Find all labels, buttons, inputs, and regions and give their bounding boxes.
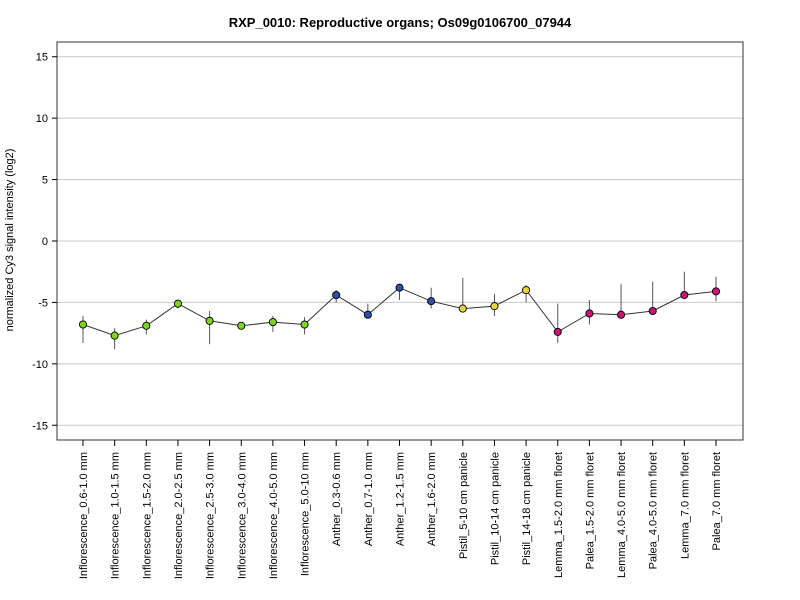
y-tick-label: 5 (42, 175, 48, 187)
x-tick-label: Palea_7.0 mm floret (711, 452, 723, 550)
data-point (648, 306, 657, 316)
y-tick-label: 15 (36, 52, 48, 64)
data-point (110, 331, 119, 340)
y-tick-label: -10 (32, 359, 48, 371)
data-point (268, 318, 277, 327)
x-tick-label: Inflorescence_2.5-3.0 mm (205, 452, 217, 579)
x-tick-label: Inflorescence_0.6-1.0 mm (78, 452, 90, 579)
data-point (300, 320, 309, 329)
x-tick-label: Pistil_5-10 cm panicle (458, 452, 470, 559)
x-tick-label: Lemma_1.5-2.0 mm floret (553, 452, 565, 578)
data-point (711, 287, 721, 296)
data-point (205, 316, 214, 325)
data-point (522, 286, 531, 295)
x-tick-label: Anther_0.7-1.0 mm (363, 452, 375, 546)
y-axis-label: normalized Cy3 signal intensity (log2) (4, 149, 16, 332)
data-point (142, 321, 151, 330)
y-axis: -15 -10 -5 0 5 10 15 (32, 52, 57, 432)
x-tick-label: Inflorescence_1.0-1.5 mm (110, 452, 122, 579)
data-point (332, 290, 341, 300)
data-point (78, 320, 88, 329)
x-tick-label: Lemma_7.0 mm floret (679, 452, 691, 559)
x-tick-label: Inflorescence_3.0-4.0 mm (236, 452, 248, 579)
data-point (173, 299, 182, 308)
data-point (585, 309, 594, 318)
y-tick-label: -5 (38, 297, 48, 309)
x-tick-label: Pistil_14-18 cm panicle (521, 452, 533, 565)
grid-lines (57, 56, 743, 426)
y-tick-label: 0 (42, 236, 48, 248)
data-point (617, 310, 626, 319)
data-point (490, 302, 499, 311)
data-point (427, 297, 436, 306)
y-tick-label: -15 (32, 420, 48, 432)
x-tick-label: Lemma_4.0-5.0 mm floret (616, 452, 628, 578)
data-point (237, 321, 246, 330)
x-tick-label: Anther_1.6-2.0 mm (426, 452, 438, 546)
x-tick-label: Inflorescence_5.0-10 mm (300, 452, 312, 576)
x-tick-label: Anther_0.3-0.6 mm (331, 452, 343, 546)
data-point (553, 327, 562, 336)
data-points (78, 283, 721, 340)
x-tick-label: Inflorescence_4.0-5.0 mm (268, 452, 280, 579)
error-bars (82, 271, 717, 350)
x-tick-label: Pistil_10-14 cm panicle (489, 452, 501, 565)
x-tick-label: Anther_1.2-1.5 mm (395, 452, 407, 546)
data-point (363, 310, 372, 319)
x-tick-label: Inflorescence_1.5-2.0 mm (141, 452, 153, 579)
x-axis: Inflorescence_0.6-1.0 mm Inflorescence_1.… (78, 440, 723, 579)
data-point (680, 290, 689, 300)
chart-title: RXP_0010: Reproductive organs; Os09g0106… (229, 15, 572, 30)
x-tick-label: Palea_1.5-2.0 mm floret (584, 452, 596, 569)
data-point (395, 283, 404, 292)
x-tick-label: Inflorescence_2.0-2.5 mm (173, 452, 185, 579)
x-tick-label: Palea_4.0-5.0 mm floret (648, 452, 660, 569)
y-tick-label: 10 (36, 113, 48, 125)
data-point (458, 304, 467, 313)
